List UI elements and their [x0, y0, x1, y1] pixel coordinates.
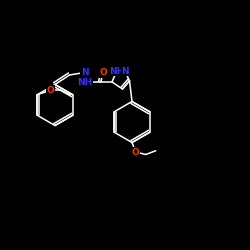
- Text: NH: NH: [109, 66, 124, 76]
- Text: O: O: [100, 68, 107, 77]
- Text: N: N: [81, 68, 88, 77]
- Text: O: O: [46, 86, 54, 95]
- Text: N: N: [121, 66, 129, 76]
- Text: O: O: [132, 148, 140, 156]
- Text: NH: NH: [78, 78, 92, 86]
